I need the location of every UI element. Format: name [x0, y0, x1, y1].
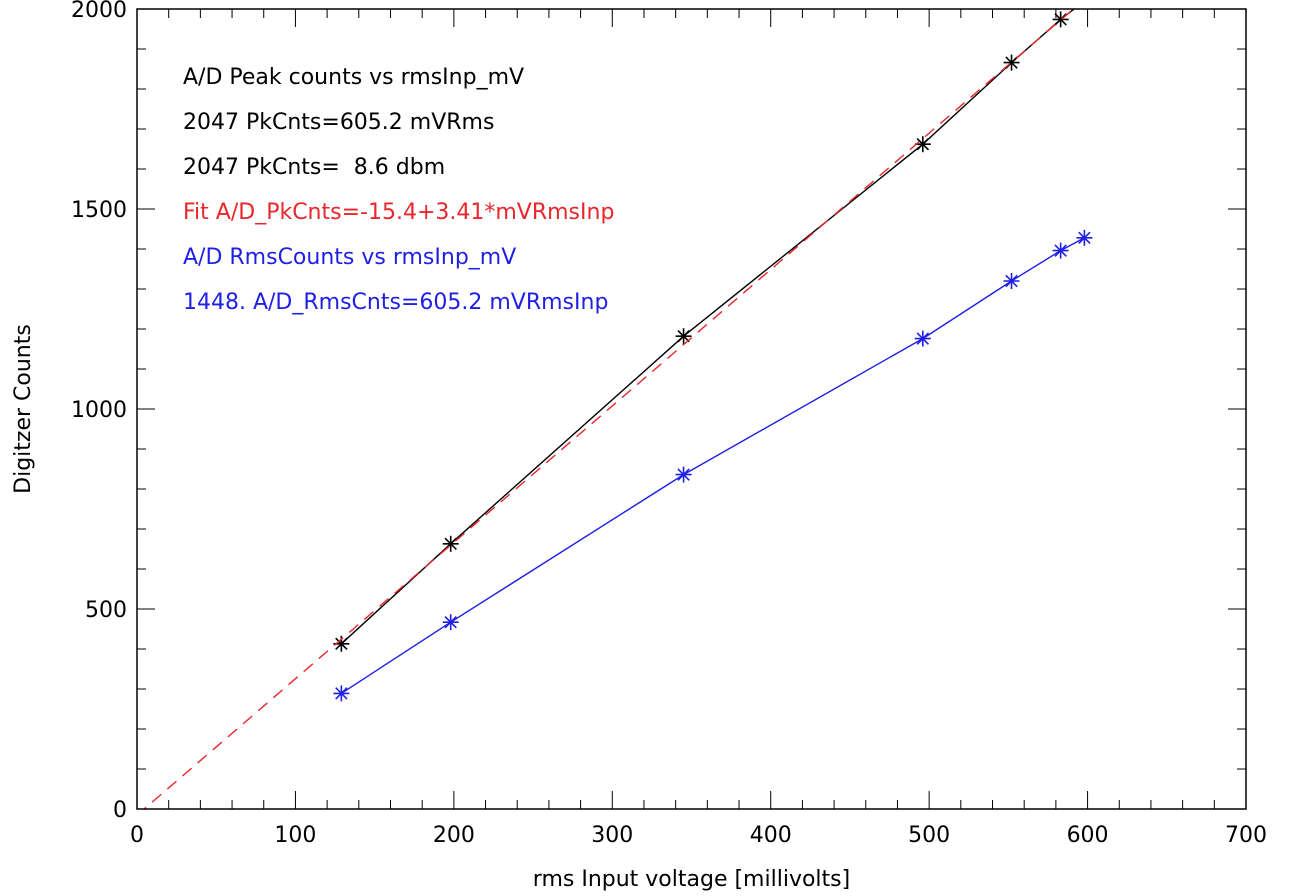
y-axis-label: Digitzer Counts [11, 324, 36, 494]
asterisk-stroke [1054, 244, 1067, 257]
series-1-point [1003, 273, 1020, 289]
x-tick-label: 0 [130, 823, 144, 848]
x-tick-label: 400 [750, 823, 792, 848]
y-tick-label: 2000 [71, 0, 127, 23]
series-1-point [1076, 229, 1093, 246]
annotation-5: 1448. A/D_RmsCnts=605.2 mVRmsInp [183, 290, 608, 315]
asterisk-stroke [335, 637, 348, 651]
y-tick-label: 500 [85, 598, 127, 623]
y-tick-label: 1500 [71, 198, 127, 223]
x-axis-label: rms Input voltage [millivolts] [533, 867, 850, 892]
x-tick-label: 500 [908, 823, 950, 848]
annotation-4: A/D RmsCounts vs rmsInp_mV [183, 245, 516, 270]
asterisk-stroke [677, 329, 690, 343]
annotation-3: Fit A/D_PkCnts=-15.4+3.41*mVRmsInp [183, 200, 614, 225]
plot-frame [136, 8, 1247, 810]
asterisk-stroke [677, 468, 690, 481]
x-tick-label: 700 [1225, 823, 1267, 848]
annotation-1: 2047 PkCnts=605.2 mVRms [183, 110, 494, 135]
asterisk-stroke [444, 615, 457, 629]
series-layer [143, 9, 1093, 809]
x-tick-label: 300 [591, 823, 633, 848]
asterisk-stroke [335, 687, 348, 700]
series-1-point [1052, 242, 1069, 259]
asterisk-stroke [1054, 13, 1067, 26]
series-0-point [1052, 11, 1069, 28]
asterisk-stroke [1078, 231, 1091, 245]
series-1-point [333, 685, 350, 702]
series-0-point [675, 328, 692, 345]
series-1-point [914, 330, 931, 347]
x-tick-label: 200 [433, 823, 475, 848]
x-tick-label: 100 [274, 823, 316, 848]
asterisk-stroke [916, 332, 930, 345]
series-0-point [914, 136, 931, 153]
x-tick-label: 600 [1067, 823, 1109, 848]
asterisk-stroke [916, 137, 930, 151]
annotation-2: 2047 PkCnts= 8.6 dbm [183, 155, 445, 180]
annotation-0: A/D Peak counts vs rmsInp_mV [183, 65, 524, 90]
y-tick-label: 0 [113, 798, 127, 823]
asterisk-stroke [1005, 274, 1018, 288]
axis-tick-labels: 0 100 200 300 400 500 600 700 0 500 1000 1500 2000 [71, 0, 1267, 848]
annotations: A/D Peak counts vs rmsInp_mV 2047 PkCnts=… [183, 65, 614, 315]
series-1-point [442, 614, 459, 631]
y-tick-label: 1000 [71, 398, 127, 423]
series-2-line [143, 9, 1075, 809]
series-1-point [675, 466, 692, 483]
